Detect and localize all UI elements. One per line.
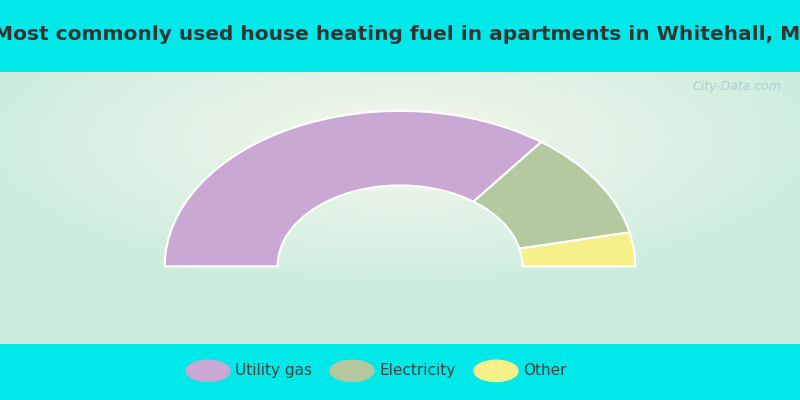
Text: City-Data.com: City-Data.com xyxy=(692,80,781,93)
Text: Utility gas: Utility gas xyxy=(235,363,312,378)
Wedge shape xyxy=(474,142,630,249)
Wedge shape xyxy=(519,232,635,266)
Ellipse shape xyxy=(330,360,374,382)
Wedge shape xyxy=(165,111,542,266)
Text: Other: Other xyxy=(523,363,566,378)
Text: Most commonly used house heating fuel in apartments in Whitehall, MI: Most commonly used house heating fuel in… xyxy=(0,25,800,44)
Ellipse shape xyxy=(474,360,518,382)
Text: Electricity: Electricity xyxy=(379,363,455,378)
Ellipse shape xyxy=(186,360,230,382)
